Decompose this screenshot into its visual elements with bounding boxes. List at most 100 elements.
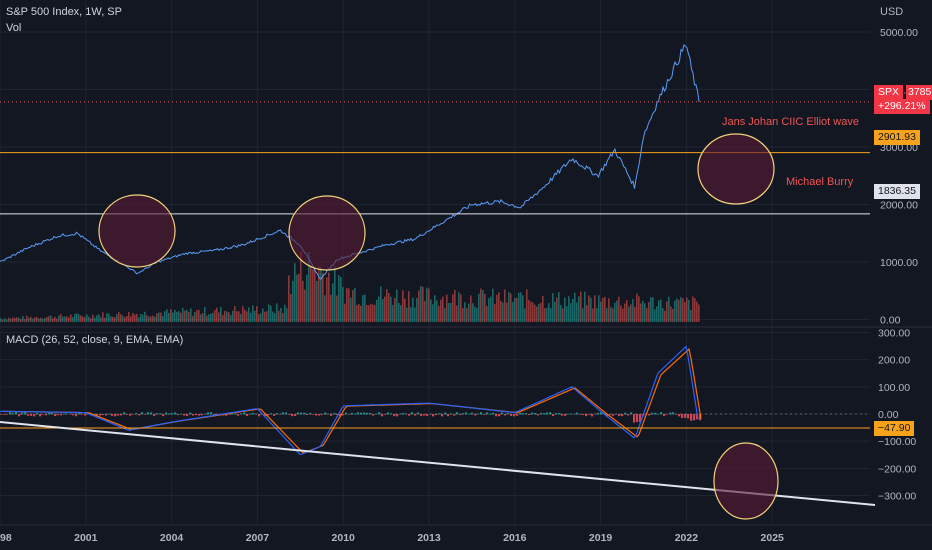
volume-bar — [134, 314, 136, 322]
macd-histogram-bar — [354, 413, 357, 415]
macd-histogram-bar — [393, 414, 396, 417]
volume-bar — [86, 314, 88, 322]
price-tick-label: 1000.00 — [880, 257, 918, 269]
volume-bar — [412, 297, 414, 322]
macd-histogram-bar — [417, 412, 420, 415]
volume-bar — [336, 295, 338, 322]
volume-bar — [364, 294, 366, 322]
volume-bar — [558, 292, 560, 322]
volume-bar — [162, 315, 164, 322]
macd-histogram-bar — [546, 412, 549, 415]
macd-histogram-bar — [612, 414, 615, 416]
currency-label: USD — [880, 6, 904, 18]
volume-bar — [588, 295, 590, 322]
volume-bar — [322, 272, 324, 322]
volume-bar — [0, 318, 2, 322]
macd-level-badge[interactable]: −47.90 — [874, 421, 915, 436]
volume-bar — [440, 299, 442, 322]
volume-bar — [188, 311, 190, 322]
macd-histogram-bar — [366, 412, 369, 415]
macd-histogram-bar — [33, 414, 36, 417]
macd-histogram-bar — [498, 414, 501, 417]
volume-bar — [380, 286, 382, 322]
macd-histogram-bar — [459, 414, 462, 416]
volume-bar — [554, 301, 556, 322]
volume-bar — [414, 307, 416, 322]
volume-bar — [400, 305, 402, 322]
macd-histogram-bar — [432, 414, 435, 417]
michael-burry-annotation[interactable]: Michael Burry — [786, 176, 854, 188]
volume-bar — [100, 317, 102, 322]
volume-bar — [330, 294, 332, 322]
macd-histogram-bar — [99, 414, 102, 416]
macd-histogram-bar — [570, 413, 573, 415]
volume-bar — [264, 311, 266, 322]
macd-histogram-bar — [360, 412, 363, 415]
volume-bar — [384, 296, 386, 322]
macd-histogram-bar — [333, 413, 336, 415]
drawing-overlay[interactable] — [0, 133, 876, 520]
volume-bar — [36, 316, 38, 322]
volume-bar — [516, 297, 518, 322]
macd-histogram-bar — [9, 412, 12, 415]
macd-histogram-bar — [435, 414, 438, 416]
volume-bar — [564, 297, 566, 322]
macd-histogram-bar — [693, 414, 696, 421]
volume-bar — [26, 315, 28, 322]
volume-bar — [406, 307, 408, 322]
macd-histogram-bar — [372, 414, 375, 416]
macd-histogram-bar — [303, 412, 306, 415]
volume-bar — [300, 251, 302, 322]
volume-bar — [298, 273, 300, 322]
volume-bar — [454, 289, 456, 322]
volume-bar — [192, 315, 194, 322]
elliot-wave-annotation[interactable]: Jans Johan CIIC Elliot wave — [722, 116, 859, 128]
volume-bar — [362, 295, 364, 322]
orange-level-badge[interactable]: 2901.93 — [874, 130, 920, 145]
macd-histogram-bar — [351, 412, 354, 415]
volume-bar — [254, 310, 256, 322]
volume-bar — [666, 301, 668, 322]
macd-histogram-bar — [447, 414, 450, 417]
volume-bar — [656, 306, 658, 322]
macd-histogram-bar — [357, 412, 360, 415]
macd-histogram-bar — [576, 412, 579, 415]
volume-bar — [532, 302, 534, 322]
volume-bar — [164, 311, 166, 322]
volume-bar — [546, 307, 548, 322]
volume-bar — [432, 304, 434, 322]
volume-bar — [78, 314, 80, 322]
macd-histogram-bar — [279, 414, 282, 415]
volume-bar — [260, 313, 262, 322]
volume-bar — [320, 267, 322, 322]
volume-bar — [430, 299, 432, 322]
macd-line — [0, 345, 699, 456]
volume-bar — [92, 314, 94, 322]
macd-histogram-bar — [381, 414, 384, 417]
macd-histogram-bar — [444, 412, 447, 415]
volume-bar — [258, 314, 260, 322]
volume-bar — [444, 308, 446, 322]
volume-bar — [628, 306, 630, 322]
volume-bar — [646, 308, 648, 322]
volume-bar — [544, 308, 546, 322]
macd-histogram-bar — [471, 412, 474, 415]
volume-bar — [10, 318, 12, 322]
macd-histogram-bar — [378, 412, 381, 415]
volume-bar — [402, 290, 404, 322]
macd-histogram-bar — [0, 414, 3, 415]
macd-histogram-bar — [402, 412, 405, 415]
macd-histogram-bar — [597, 412, 600, 415]
macd-histogram-bar — [438, 413, 441, 415]
volume-bar — [672, 309, 674, 322]
volume-bar — [266, 311, 268, 322]
macd-histogram-bar — [657, 413, 660, 415]
macd-histogram-bar — [411, 412, 414, 415]
volume-bar — [688, 299, 690, 322]
white-level-badge[interactable]: 1836.35 — [874, 184, 920, 199]
volume-bar — [136, 313, 138, 322]
volume-bar — [568, 296, 570, 322]
symbol-badge[interactable]: SPX — [874, 85, 904, 100]
volume-bar — [552, 293, 554, 322]
